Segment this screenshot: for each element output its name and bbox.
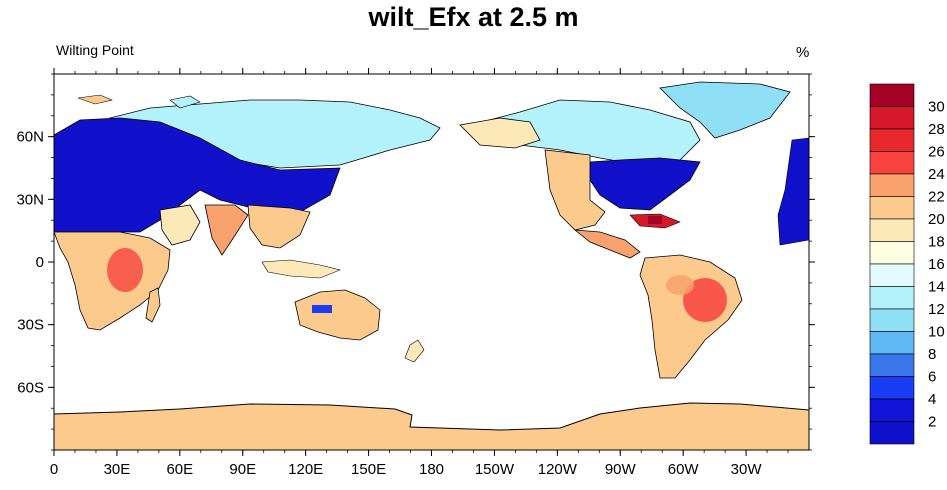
region-india	[204, 204, 249, 256]
colorbar-swatch	[869, 83, 915, 107]
x-tick-label: 60W	[668, 461, 700, 478]
region-china	[247, 204, 311, 249]
x-tick-label: 150W	[475, 461, 515, 478]
colorbar-swatch	[869, 263, 915, 287]
colorbar-swatch	[869, 353, 915, 377]
plot-title: wilt_Efx at 2.5 m	[368, 2, 579, 32]
x-tick-label: 0	[50, 461, 58, 478]
y-tick-label: 30N	[16, 191, 44, 208]
region-caribbean-high	[648, 216, 662, 224]
x-tick-label: 90W	[605, 461, 637, 478]
colorbar-label: 12	[928, 301, 945, 318]
colorbar-label: 6	[928, 369, 936, 386]
region-arabia	[159, 204, 201, 246]
colorbar-swatch	[869, 151, 915, 175]
colorbar-swatch	[869, 218, 915, 242]
region-new-zealand	[404, 339, 425, 363]
colorbar: 30 28 26 24 22 20 18 16 14 12 10 8 6 4 2	[869, 83, 945, 445]
colorbar-label: 20	[928, 211, 945, 228]
x-tick-label: 180	[419, 461, 444, 478]
colorbar-swatch	[869, 241, 915, 265]
colorbar-label: 14	[928, 279, 945, 296]
colorbar-label: 18	[928, 234, 945, 251]
map-fill-layer	[54, 81, 809, 450]
y-tick-label: 60S	[17, 379, 44, 396]
colorbar-label: 16	[928, 256, 945, 273]
region-europe-east-edge	[777, 137, 809, 246]
colorbar-swatch	[869, 128, 915, 152]
colorbar-swatch	[869, 308, 915, 332]
region-alaska	[459, 117, 541, 149]
region-antarctica	[54, 402, 809, 450]
region-brazil-high	[683, 278, 727, 322]
region-central-america	[573, 229, 641, 259]
x-tick-label: 120W	[538, 461, 578, 478]
x-tick-label: 30W	[731, 461, 763, 478]
region-australia	[294, 289, 381, 341]
colorbar-label: 2	[928, 414, 936, 431]
colorbar-swatch	[869, 196, 915, 220]
region-svalbard	[77, 94, 113, 105]
x-tick-label: 120E	[288, 461, 323, 478]
colorbar-label: 10	[928, 324, 945, 341]
colorbar-swatch	[869, 331, 915, 355]
y-tick-label: 30S	[17, 317, 44, 334]
region-franz-josef	[169, 95, 201, 109]
region-australia-low	[312, 305, 332, 313]
x-tick-label: 30E	[104, 461, 131, 478]
x-tick-label: 150E	[351, 461, 386, 478]
region-usa-west	[544, 149, 606, 231]
colorbar-label: 24	[928, 166, 945, 183]
colorbar-swatch	[869, 421, 915, 445]
y-tick-label: 0	[36, 254, 44, 271]
colorbar-label: 8	[928, 346, 936, 363]
left-string: Wilting Point	[56, 42, 134, 58]
colorbar-label: 26	[928, 144, 945, 161]
tick-layer: 0 30E 60E 90E 120E 150E 180 150W 120W 90W 60W 30W 60…	[16, 68, 815, 478]
y-tick-label: 60N	[16, 129, 44, 146]
colorbar-label: 30	[928, 99, 945, 116]
region-amazon-mid	[666, 275, 694, 295]
colorbar-label: 28	[928, 121, 945, 138]
colorbar-label: 4	[928, 391, 936, 408]
colorbar-label: 22	[928, 189, 945, 206]
colorbar-swatch	[869, 173, 915, 197]
colorbar-swatch	[869, 286, 915, 310]
colorbar-swatch	[869, 376, 915, 400]
region-madagascar	[145, 287, 161, 323]
colorbar-swatch	[869, 106, 915, 130]
region-greenland	[659, 81, 791, 139]
x-tick-label: 90E	[229, 461, 256, 478]
region-usa-low	[589, 157, 701, 211]
x-tick-label: 60E	[166, 461, 193, 478]
region-canada	[469, 99, 701, 166]
region-africa-high	[107, 248, 143, 292]
region-indonesia	[261, 259, 341, 279]
colorbar-swatch	[869, 398, 915, 422]
unit-string: %	[796, 44, 810, 61]
